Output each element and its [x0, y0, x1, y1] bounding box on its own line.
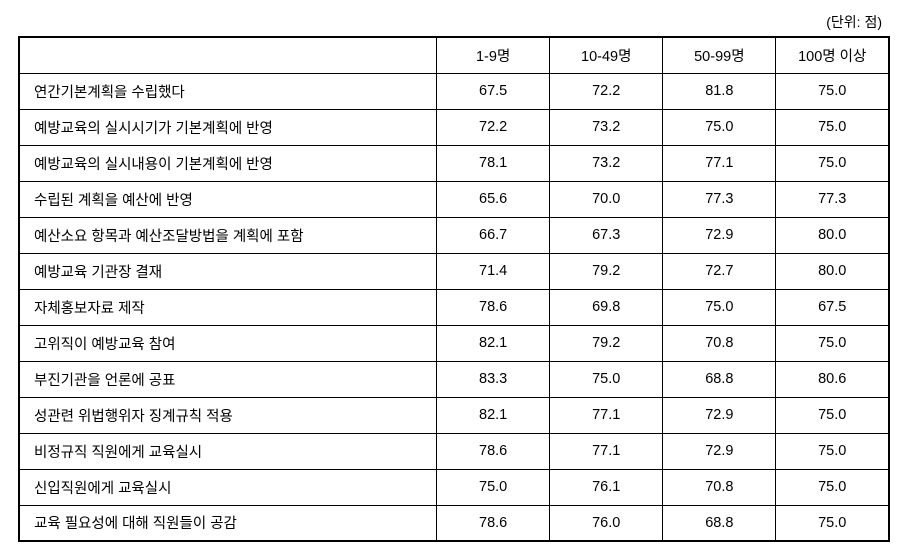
cell-value: 75.0: [776, 505, 889, 541]
cell-value: 75.0: [776, 73, 889, 109]
table-row: 수립된 계획을 예산에 반영65.670.077.377.3: [19, 181, 889, 217]
cell-value: 76.0: [550, 505, 663, 541]
cell-value: 78.6: [437, 433, 550, 469]
cell-value: 67.3: [550, 217, 663, 253]
unit-label: (단위: 점): [18, 12, 890, 32]
cell-value: 72.7: [663, 253, 776, 289]
cell-value: 77.3: [663, 181, 776, 217]
row-label: 신입직원에게 교육실시: [19, 469, 437, 505]
table-row: 교육 필요성에 대해 직원들이 공감78.676.068.875.0: [19, 505, 889, 541]
column-header: 100명 이상: [776, 37, 889, 73]
row-label: 교육 필요성에 대해 직원들이 공감: [19, 505, 437, 541]
table-row: 예방교육의 실시시기가 기본계획에 반영72.273.275.075.0: [19, 109, 889, 145]
table-row: 예산소요 항목과 예산조달방법을 계획에 포함66.767.372.980.0: [19, 217, 889, 253]
cell-value: 75.0: [776, 469, 889, 505]
table-row: 비정규직 직원에게 교육실시78.677.172.975.0: [19, 433, 889, 469]
column-header: 10-49명: [550, 37, 663, 73]
cell-value: 77.1: [550, 433, 663, 469]
table-row: 연간기본계획을 수립했다67.572.281.875.0: [19, 73, 889, 109]
cell-value: 67.5: [776, 289, 889, 325]
cell-value: 70.8: [663, 325, 776, 361]
row-label: 예방교육 기관장 결재: [19, 253, 437, 289]
cell-value: 78.6: [437, 289, 550, 325]
cell-value: 75.0: [550, 361, 663, 397]
cell-value: 75.0: [776, 433, 889, 469]
header-empty: [19, 37, 437, 73]
table-row: 성관련 위법행위자 징계규칙 적용82.177.172.975.0: [19, 397, 889, 433]
cell-value: 75.0: [776, 325, 889, 361]
cell-value: 83.3: [437, 361, 550, 397]
cell-value: 69.8: [550, 289, 663, 325]
table-row: 고위직이 예방교육 참여82.179.270.875.0: [19, 325, 889, 361]
cell-value: 77.1: [550, 397, 663, 433]
row-label: 부진기관을 언론에 공표: [19, 361, 437, 397]
header-row: 1-9명 10-49명 50-99명 100명 이상: [19, 37, 889, 73]
cell-value: 70.8: [663, 469, 776, 505]
row-label: 수립된 계획을 예산에 반영: [19, 181, 437, 217]
cell-value: 78.6: [437, 505, 550, 541]
cell-value: 77.3: [776, 181, 889, 217]
row-label: 자체홍보자료 제작: [19, 289, 437, 325]
cell-value: 82.1: [437, 397, 550, 433]
cell-value: 67.5: [437, 73, 550, 109]
cell-value: 65.6: [437, 181, 550, 217]
table-body: 연간기본계획을 수립했다67.572.281.875.0예방교육의 실시시기가 …: [19, 73, 889, 541]
row-label: 예산소요 항목과 예산조달방법을 계획에 포함: [19, 217, 437, 253]
table-row: 예방교육의 실시내용이 기본계획에 반영78.173.277.175.0: [19, 145, 889, 181]
cell-value: 72.9: [663, 217, 776, 253]
cell-value: 70.0: [550, 181, 663, 217]
cell-value: 71.4: [437, 253, 550, 289]
cell-value: 80.6: [776, 361, 889, 397]
cell-value: 72.2: [550, 73, 663, 109]
table-row: 부진기관을 언론에 공표83.375.068.880.6: [19, 361, 889, 397]
row-label: 비정규직 직원에게 교육실시: [19, 433, 437, 469]
table-row: 신입직원에게 교육실시75.076.170.875.0: [19, 469, 889, 505]
row-label: 예방교육의 실시내용이 기본계획에 반영: [19, 145, 437, 181]
row-label: 성관련 위법행위자 징계규칙 적용: [19, 397, 437, 433]
cell-value: 75.0: [776, 397, 889, 433]
cell-value: 80.0: [776, 253, 889, 289]
cell-value: 66.7: [437, 217, 550, 253]
cell-value: 75.0: [663, 109, 776, 145]
cell-value: 80.0: [776, 217, 889, 253]
data-table: 1-9명 10-49명 50-99명 100명 이상 연간기본계획을 수립했다6…: [18, 36, 890, 542]
cell-value: 82.1: [437, 325, 550, 361]
cell-value: 76.1: [550, 469, 663, 505]
cell-value: 79.2: [550, 253, 663, 289]
row-label: 연간기본계획을 수립했다: [19, 73, 437, 109]
cell-value: 75.0: [776, 109, 889, 145]
column-header: 1-9명: [437, 37, 550, 73]
cell-value: 78.1: [437, 145, 550, 181]
cell-value: 73.2: [550, 109, 663, 145]
cell-value: 68.8: [663, 361, 776, 397]
row-label: 예방교육의 실시시기가 기본계획에 반영: [19, 109, 437, 145]
cell-value: 72.9: [663, 433, 776, 469]
cell-value: 81.8: [663, 73, 776, 109]
cell-value: 75.0: [776, 145, 889, 181]
row-label: 고위직이 예방교육 참여: [19, 325, 437, 361]
cell-value: 72.9: [663, 397, 776, 433]
column-header: 50-99명: [663, 37, 776, 73]
table-row: 예방교육 기관장 결재71.479.272.780.0: [19, 253, 889, 289]
cell-value: 75.0: [437, 469, 550, 505]
cell-value: 77.1: [663, 145, 776, 181]
cell-value: 79.2: [550, 325, 663, 361]
cell-value: 68.8: [663, 505, 776, 541]
table-row: 자체홍보자료 제작78.669.875.067.5: [19, 289, 889, 325]
cell-value: 75.0: [663, 289, 776, 325]
cell-value: 73.2: [550, 145, 663, 181]
cell-value: 72.2: [437, 109, 550, 145]
table-header: 1-9명 10-49명 50-99명 100명 이상: [19, 37, 889, 73]
